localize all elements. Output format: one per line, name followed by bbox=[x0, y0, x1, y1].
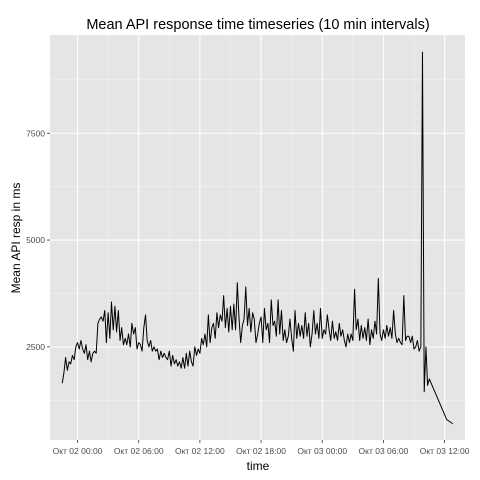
x-tick-label: Окт 02 12:00 bbox=[175, 446, 225, 456]
y-tick-label: 2500 bbox=[26, 342, 45, 352]
x-axis-label: time bbox=[247, 459, 270, 473]
minor-gridlines bbox=[50, 35, 465, 440]
plot-panel bbox=[50, 35, 465, 440]
series-layer bbox=[61, 51, 454, 425]
x-axis: Окт 02 00:00 Окт 02 06:00 Окт 02 12:00 Окт … bbox=[53, 440, 470, 456]
chart-title: Mean API response time timeseries (10 mi… bbox=[86, 17, 429, 33]
x-tick-label: Окт 03 12:00 bbox=[420, 446, 470, 456]
x-tick-label: Окт 03 00:00 bbox=[297, 446, 347, 456]
y-axis-label: Mean API resp in ms bbox=[9, 183, 23, 294]
y-tick-label: 5000 bbox=[26, 235, 45, 245]
major-gridlines bbox=[50, 35, 465, 440]
x-tick-label: Окт 02 06:00 bbox=[114, 446, 164, 456]
y-tick-label: 7500 bbox=[26, 128, 45, 138]
series-line-0 bbox=[61, 51, 454, 425]
y-axis: 2500 5000 7500 bbox=[26, 128, 50, 352]
x-tick-label: Окт 02 00:00 bbox=[53, 446, 103, 456]
x-tick-label: Окт 03 06:00 bbox=[359, 446, 409, 456]
x-tick-label: Окт 02 18:00 bbox=[236, 446, 286, 456]
